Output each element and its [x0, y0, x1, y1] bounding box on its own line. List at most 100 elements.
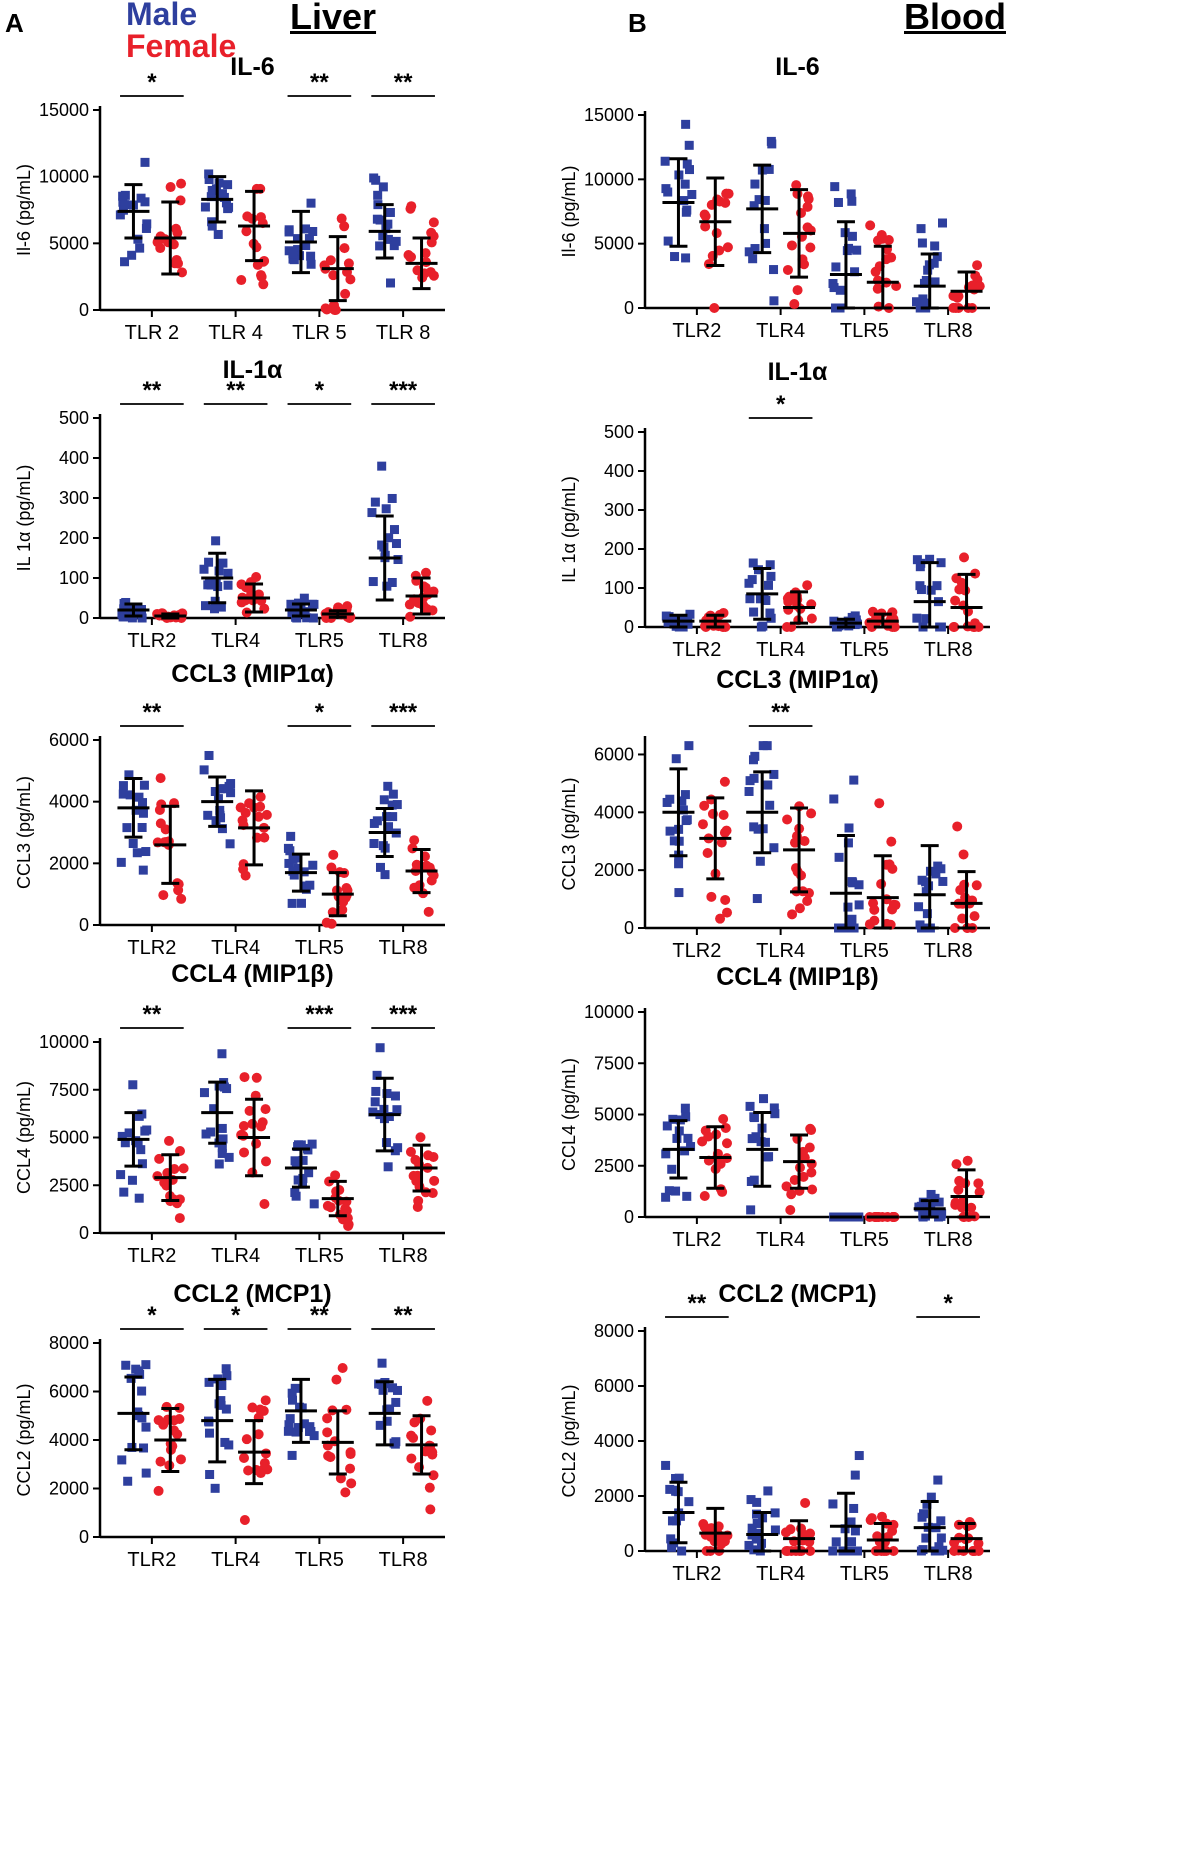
y-tick-label: 10000 [584, 1002, 634, 1022]
data-point-female [335, 1473, 346, 1484]
data-point-male [371, 1086, 381, 1096]
data-point-male [752, 1518, 762, 1528]
data-point-female [261, 809, 272, 820]
data-point-male [289, 255, 299, 265]
data-point-male [854, 900, 864, 910]
data-point-female [247, 213, 258, 224]
data-point-male [745, 594, 755, 604]
y-tick-label: 4000 [594, 1431, 634, 1451]
data-point-female [972, 260, 983, 271]
data-point-male [929, 258, 939, 268]
data-point-female [406, 1430, 417, 1441]
x-tick-label: TLR5 [295, 1549, 344, 1571]
data-point-female [330, 305, 341, 315]
data-point-female [176, 893, 187, 904]
data-point-female [241, 226, 252, 237]
data-point-female [422, 1395, 433, 1406]
data-point-male [911, 297, 921, 307]
data-point-female [702, 847, 713, 858]
data-point-female [948, 290, 959, 301]
x-tick-label: TLR 4 [208, 322, 262, 344]
y-tick-label: 7500 [49, 1080, 89, 1100]
data-point-female [164, 1135, 175, 1146]
data-point-male [378, 182, 388, 192]
data-point-male [120, 200, 130, 210]
data-point-male [293, 245, 303, 255]
data-point-female [326, 918, 337, 929]
y-axis-label: IL 1α (pg/mL) [14, 465, 34, 572]
data-point-male [681, 1112, 691, 1122]
data-point-male [288, 854, 298, 864]
data-point-male [686, 1142, 696, 1152]
data-point-male [833, 197, 843, 207]
data-point-male [381, 1138, 391, 1148]
data-point-male [390, 1146, 400, 1156]
data-point-female [796, 870, 807, 881]
data-point-female [247, 1402, 258, 1413]
data-point-female [406, 1453, 417, 1464]
y-tick-label: 2500 [49, 1175, 89, 1195]
data-point-female [716, 837, 727, 848]
data-point-male [392, 1385, 402, 1395]
data-point-female [247, 1118, 258, 1129]
data-point-female [423, 1150, 434, 1161]
data-point-male [925, 554, 935, 564]
data-point-female [160, 824, 171, 835]
data-point-male [217, 824, 227, 834]
y-tick-label: 6000 [49, 1382, 89, 1402]
data-point-male [221, 1404, 231, 1414]
y-axis-label: CCL4 (pg/mL) [559, 1058, 579, 1171]
data-point-female [429, 1175, 440, 1186]
data-point-male [207, 221, 217, 231]
data-point-female [428, 270, 439, 281]
data-point-male [301, 241, 311, 251]
x-tick-label: TLR4 [756, 1563, 805, 1585]
data-point-male [382, 1416, 392, 1426]
data-point-male [305, 1422, 315, 1432]
significance-label: ** [143, 377, 162, 404]
data-point-male [284, 227, 294, 237]
significance-label: ** [226, 377, 245, 404]
data-point-male [765, 608, 775, 618]
data-point-male [843, 902, 853, 912]
data-point-male [293, 1142, 303, 1152]
data-point-male [214, 1081, 224, 1091]
data-point-male [209, 1104, 219, 1114]
data-point-female [722, 242, 733, 253]
data-point-male [828, 1546, 838, 1556]
data-point-female [336, 213, 347, 224]
data-point-male [936, 1211, 946, 1221]
significance-label: ** [688, 1290, 707, 1317]
data-point-male [661, 611, 671, 621]
y-tick-label: 0 [624, 918, 634, 938]
data-point-male [748, 755, 758, 765]
significance-label: ** [394, 1302, 413, 1329]
data-point-male [747, 575, 757, 585]
data-point-male [660, 156, 670, 166]
data-point-female [155, 773, 166, 784]
data-point-male [388, 1383, 398, 1393]
data-point-female [155, 231, 166, 242]
data-point-male [661, 1460, 671, 1470]
significance-label: * [315, 377, 325, 404]
y-tick-label: 2000 [594, 860, 634, 880]
data-point-male [744, 1540, 754, 1550]
data-point-female [345, 274, 356, 285]
data-point-female [256, 270, 267, 281]
data-point-female [721, 825, 732, 836]
data-point-male [917, 875, 927, 885]
data-point-male [752, 894, 762, 904]
data-point-female [786, 240, 797, 251]
data-point-male [215, 805, 225, 815]
data-point-male [662, 797, 672, 807]
y-tick-label: 300 [59, 488, 89, 508]
data-point-male [680, 1146, 690, 1156]
data-point-male [141, 847, 151, 857]
data-point-female [328, 270, 339, 281]
data-point-male [223, 580, 233, 590]
data-point-female [345, 1447, 356, 1458]
data-point-female [337, 1362, 348, 1373]
data-point-male [769, 265, 779, 275]
data-point-male [217, 1123, 227, 1133]
data-point-male [284, 1420, 294, 1430]
